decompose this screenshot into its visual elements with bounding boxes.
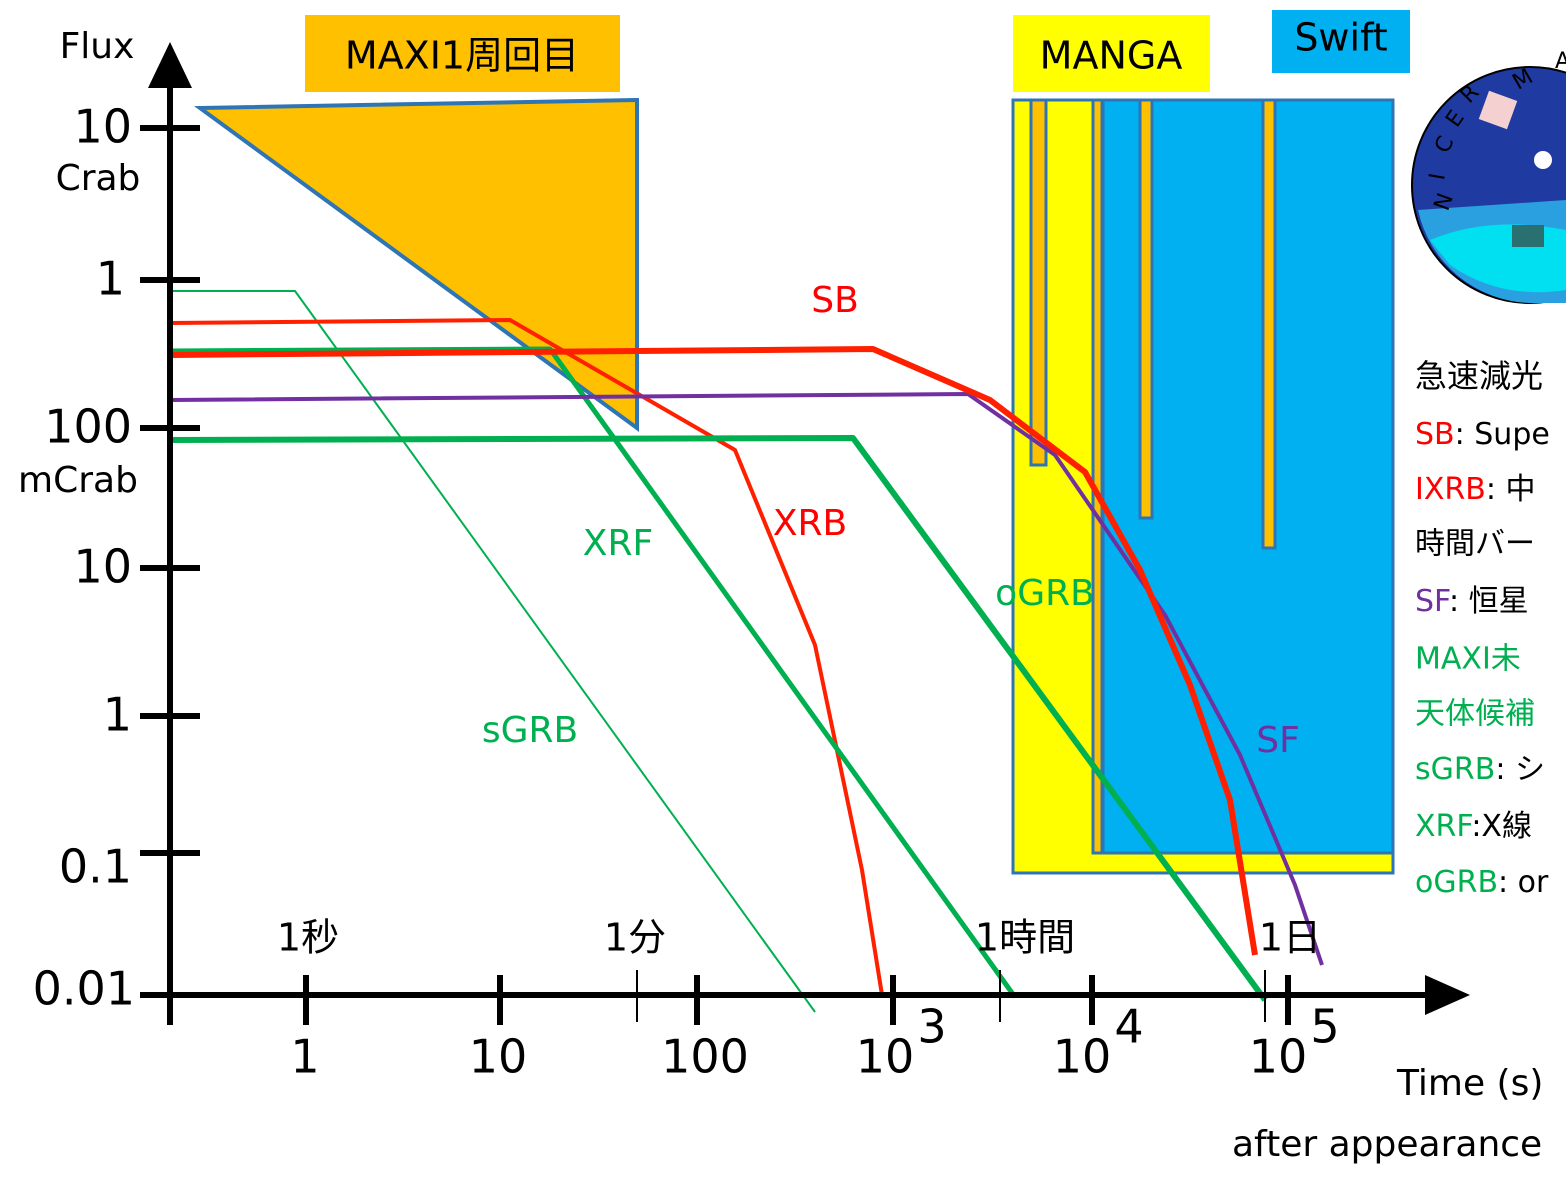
legend-entry: 時間バー [1415, 527, 1535, 562]
legend-text: : 恒星 [1449, 584, 1529, 619]
curve-label: SF [1256, 720, 1300, 761]
legend-entry: SB: Supe [1415, 417, 1550, 452]
box-label: MAXI1周回目 [345, 34, 579, 78]
legend-key: SF [1415, 584, 1450, 619]
curve-label: sGRB [482, 710, 578, 751]
axes [140, 75, 1440, 1025]
y-label: Flux [60, 26, 135, 67]
legend-text: :X線 [1471, 809, 1532, 844]
x-tick-base: 10 [1053, 1030, 1112, 1084]
gaps [1029, 98, 1277, 855]
logo: M A N I C E R [1411, 49, 1566, 304]
x-label: Time (s) [1396, 1063, 1543, 1104]
y-tick-label: 100 [44, 400, 132, 454]
x-tick-exp: 4 [1114, 1000, 1143, 1054]
y-unit: Crab [56, 158, 141, 199]
y-tick-label: 0.01 [33, 962, 135, 1016]
gap [1261, 98, 1277, 550]
legend-key: SB [1415, 417, 1455, 452]
curve-xrf [169, 346, 1018, 999]
logo-base [1512, 225, 1544, 247]
y-arrow [148, 42, 192, 88]
y-tick-label: 10 [73, 100, 132, 154]
x-tick-label: 1 [290, 1030, 319, 1084]
maxi-region [194, 97, 639, 432]
box-label: MANGA [1040, 34, 1183, 78]
gap [1029, 98, 1048, 467]
time-marker: 1秒 [277, 916, 339, 960]
legend-entry: sGRB: シ [1415, 752, 1545, 787]
x-tick-label: 100 [661, 1030, 749, 1084]
x-arrow [1425, 975, 1470, 1015]
minor-ticks [636, 970, 1266, 1022]
time-marker: 1時間 [975, 916, 1075, 960]
x-tick-exp: 5 [1310, 1000, 1339, 1054]
legend-title: 急速減光 [1415, 357, 1543, 395]
legend-key: XRF [1415, 809, 1472, 844]
y-tick-label: 10 [73, 540, 132, 594]
swift-label-box [1272, 10, 1410, 73]
curve-sgrb [170, 290, 816, 1013]
logo-ground [1430, 224, 1566, 293]
curve-sb [169, 346, 1258, 956]
legend-key: oGRB [1415, 865, 1498, 900]
legend-text: : シ [1495, 752, 1545, 787]
legend-entry: XRF:X線 [1415, 809, 1532, 844]
gap [1091, 98, 1104, 855]
legend-key: sGRB [1415, 752, 1495, 787]
x-tick-base: 10 [856, 1030, 915, 1084]
curve-label: oGRB [995, 573, 1095, 614]
curve-label: SB [811, 280, 859, 321]
gap [1138, 98, 1154, 520]
maxi-label-box [305, 15, 620, 92]
manga-label-box [1013, 15, 1210, 92]
x-tick-exp: 3 [917, 1000, 946, 1054]
curve-ogrb [169, 435, 1268, 1002]
legend-entry: SF: 恒星 [1415, 584, 1529, 619]
legend-text: : Supe [1455, 417, 1550, 452]
legend-entry: MAXI未 [1415, 642, 1521, 677]
y-tick-label: 1 [96, 252, 125, 306]
legend-key: IXRB [1415, 472, 1486, 507]
y-tick-label: 1 [103, 688, 132, 742]
curve-xrb [169, 318, 884, 996]
x-tick-base: 10 [1249, 1030, 1308, 1084]
curve-label: XRB [773, 503, 847, 544]
y-unit: mCrab [18, 460, 138, 501]
time-marker: 1日 [1259, 916, 1321, 960]
legend-entry: oGRB: or [1415, 865, 1549, 900]
legend-text: : 中 [1486, 472, 1536, 507]
curve-label: XRF [583, 523, 653, 564]
logo-letter: A [1555, 49, 1566, 74]
x-sublabel: after appearance [1232, 1124, 1542, 1165]
logo-cube [1478, 90, 1518, 130]
logo-figure [1534, 151, 1552, 169]
y-tick-label: 0.1 [59, 840, 132, 894]
curve-sf [169, 392, 1324, 966]
logo-letter: I [1425, 171, 1451, 182]
legend-entry: IXRB: 中 [1415, 472, 1535, 507]
box-label: Swift [1294, 16, 1387, 60]
legend-entry: 天体候補 [1415, 697, 1535, 732]
legend-text: : or [1498, 865, 1549, 900]
time-marker: 1分 [604, 916, 666, 960]
x-tick-label: 10 [469, 1030, 528, 1084]
